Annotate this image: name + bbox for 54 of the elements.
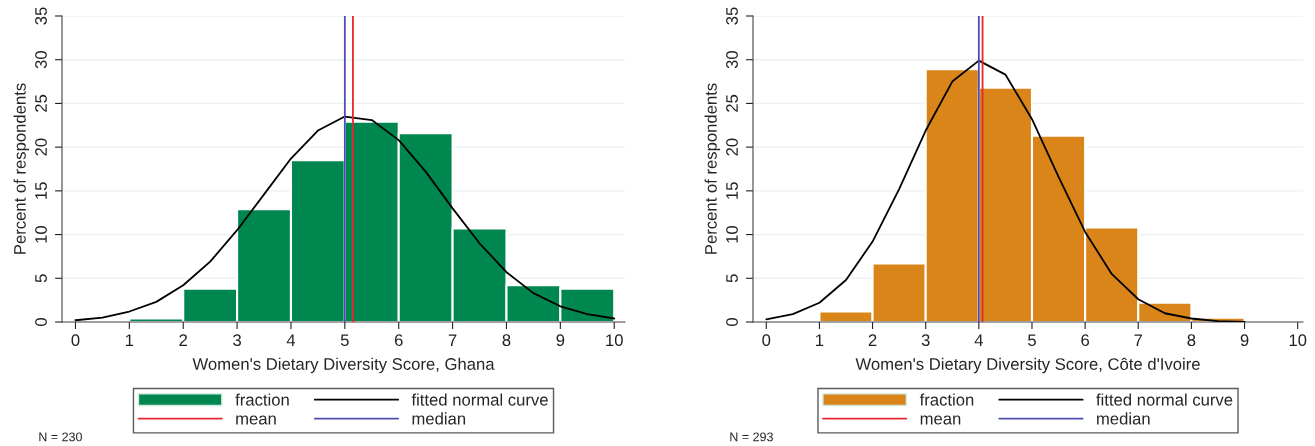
y-tick-label: 20 — [35, 138, 47, 156]
y-tick-label: 30 — [726, 51, 738, 69]
y-tick-label: 25 — [35, 94, 47, 112]
x-tick-label: 7 — [1134, 334, 1143, 346]
x-tick-label: 2 — [868, 334, 877, 346]
x-tick-label: 4 — [974, 334, 983, 346]
text: N = 293 — [730, 432, 773, 442]
x-tick-label: 5 — [1028, 334, 1036, 347]
legend-label: mean — [236, 415, 276, 425]
legend-label: fitted normal curve — [1096, 393, 1233, 406]
y-tick-label: 0 — [726, 318, 738, 326]
y-tick-label: 5 — [35, 274, 47, 283]
line-series — [74, 115, 616, 322]
y-tick-label: 5 — [726, 274, 738, 283]
y-tick-label: 10 — [35, 225, 47, 243]
y-tick-label: 0 — [35, 318, 47, 326]
x-tick-label: 8 — [502, 334, 511, 347]
x-tick-label: 0 — [71, 334, 80, 347]
y-tick-label: 20 — [726, 138, 738, 156]
y-axis-title: Percent of respondents — [704, 83, 721, 254]
x-tick-label: 1 — [125, 334, 134, 346]
y-tick-label: 15 — [35, 182, 47, 199]
y-tick-label: 30 — [35, 51, 47, 69]
x-tick-label: 9 — [556, 334, 565, 347]
y-tick-label: 25 — [726, 94, 738, 112]
x-tick-label: 8 — [1187, 334, 1196, 347]
y-tick-label: 35 — [726, 7, 738, 25]
x-axis-title: Women's Dietary Diversity Score, Ghana — [192, 357, 495, 374]
y-tick-label: 10 — [726, 225, 738, 243]
x-tick-label: 7 — [448, 334, 457, 346]
x-axis-title: Women's Dietary Diversity Score, Côte d'Ivoire — [855, 357, 1200, 374]
x-tick-label: 10 — [606, 334, 623, 347]
legend-label: fraction — [235, 393, 289, 406]
x-tick-label: 3 — [233, 334, 241, 347]
x-tick-label: 6 — [394, 334, 403, 347]
legend-label: median — [1097, 412, 1150, 425]
x-tick-label: 6 — [1081, 334, 1090, 347]
x-tick-label: 3 — [921, 334, 930, 347]
line-series — [765, 59, 1246, 322]
legend-label: fraction — [919, 393, 974, 406]
x-tick-label: 9 — [1240, 334, 1249, 347]
legend-label: mean — [920, 415, 961, 425]
y-axis-title: Percent of respondents — [13, 83, 30, 254]
x-tick-label: 4 — [286, 334, 296, 346]
legend-label: fitted normal curve — [411, 393, 548, 406]
x-tick-label: 10 — [1289, 334, 1307, 347]
text: N = 230 — [39, 432, 82, 442]
y-tick-label: 35 — [35, 7, 47, 25]
legend-label: median — [412, 412, 466, 425]
x-tick-label: 5 — [340, 334, 349, 347]
x-tick-label: 1 — [816, 334, 824, 346]
x-tick-label: 0 — [762, 334, 771, 347]
x-tick-label: 2 — [179, 334, 188, 346]
y-tick-label: 15 — [726, 182, 738, 199]
